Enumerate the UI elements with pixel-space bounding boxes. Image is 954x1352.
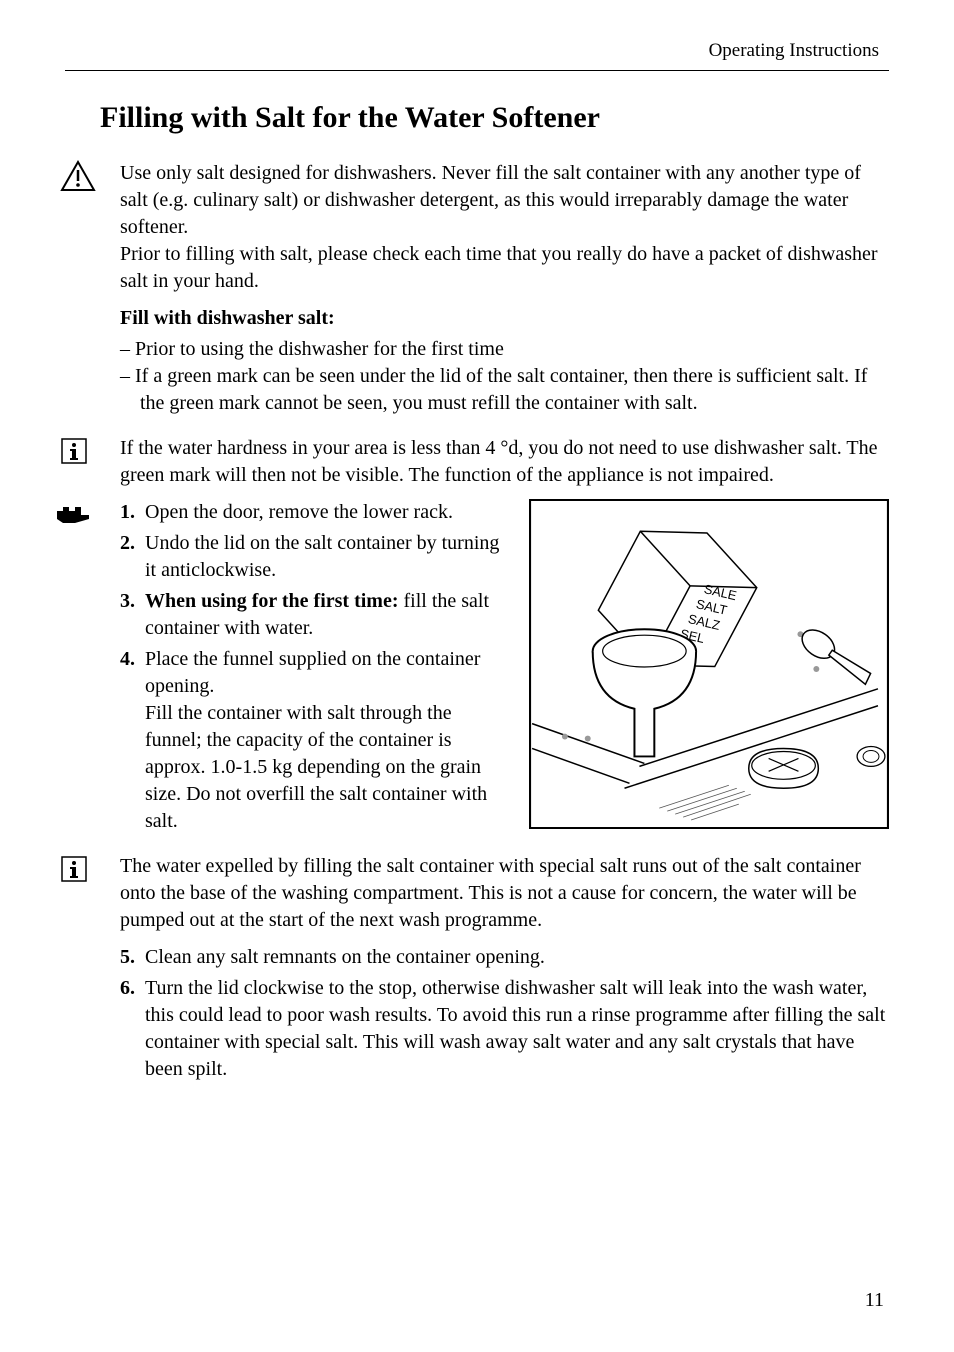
info-icon-2 — [60, 855, 88, 888]
step-2-num: 2. — [120, 530, 135, 557]
info-text-1: If the water hardness in your area is le… — [120, 435, 889, 489]
warning-icon — [60, 160, 96, 197]
info-icon-1 — [60, 437, 88, 470]
step-4: 4. Place the funnel supplied on the cont… — [120, 646, 509, 835]
step-5-num: 5. — [120, 944, 135, 971]
step-6-text: Turn the lid clockwise to the stop, othe… — [145, 977, 885, 1080]
illustration-column: SALE SALT SALZ SEL — [529, 499, 889, 835]
warning-paragraph: Use only salt designed for dishwashers. … — [120, 160, 889, 295]
step-3-num: 3. — [120, 588, 135, 615]
body-content: Use only salt designed for dishwashers. … — [65, 160, 889, 1083]
step-4-text-1: Place the funnel supplied on the contain… — [145, 648, 480, 697]
step-3-bold: When using for the first time: — [145, 590, 399, 612]
step-3: 3. When using for the first time: fill t… — [120, 588, 509, 642]
steps-with-image: 1. Open the door, remove the lower rack.… — [65, 499, 889, 835]
page-number: 11 — [865, 1289, 884, 1312]
step-6: 6. Turn the lid clockwise to the stop, o… — [120, 975, 889, 1083]
step-5-text: Clean any salt remnants on the container… — [145, 946, 545, 968]
salt-illustration: SALE SALT SALZ SEL — [529, 499, 889, 829]
steps-text-column: 1. Open the door, remove the lower rack.… — [65, 499, 509, 835]
warning-text-1: Use only salt designed for dishwashers. … — [120, 162, 861, 238]
fill-heading: Fill with dishwasher salt: — [120, 305, 889, 332]
hand-icon — [55, 503, 93, 532]
step-2-text: Undo the lid on the salt container by tu… — [145, 532, 499, 581]
step-5: 5. Clean any salt remnants on the contai… — [120, 944, 889, 971]
warning-text-2: Prior to filling with salt, please check… — [120, 243, 878, 292]
header-section: Operating Instructions — [65, 40, 889, 62]
info-text-2: The water expelled by filling the salt c… — [120, 853, 889, 934]
header-divider — [65, 70, 889, 71]
step-1-text: Open the door, remove the lower rack. — [145, 501, 453, 523]
step-2: 2. Undo the lid on the salt container by… — [120, 530, 509, 584]
step-6-num: 6. — [120, 975, 135, 1002]
bullet-2: – If a green mark can be seen under the … — [120, 363, 889, 417]
bullet-1: – Prior to using the dishwasher for the … — [120, 336, 889, 363]
step-4-num: 4. — [120, 646, 135, 673]
step-1: 1. Open the door, remove the lower rack. — [120, 499, 509, 526]
step-4-text-2: Fill the container with salt through the… — [145, 702, 487, 832]
bullet-2-text: If a green mark can be seen under the li… — [135, 365, 867, 414]
page-title: Filling with Salt for the Water Softener — [100, 101, 889, 135]
bullet-1-text: Prior to using the dishwasher for the fi… — [135, 338, 504, 360]
step-1-num: 1. — [120, 499, 135, 526]
